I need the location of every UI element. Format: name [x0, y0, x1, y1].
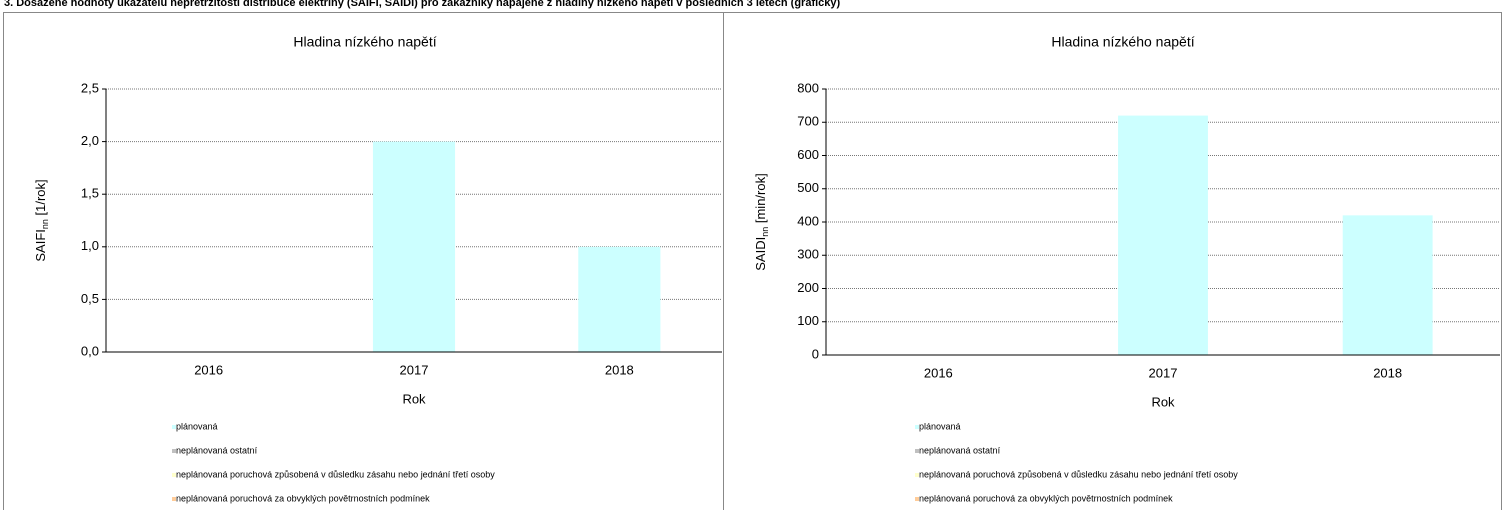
y-axis-label: SAIDInn [min/rok]: [753, 173, 770, 270]
legend-label: plánovaná: [176, 421, 218, 431]
chart-title: Hladina nízkého napětí: [1051, 34, 1194, 50]
legend-label: neplánovaná poruchová způsobená v důsled…: [919, 469, 1238, 479]
y-axis-label-main: SAIFI: [33, 229, 48, 262]
x-axis-label: Rok: [1151, 394, 1175, 409]
legend-label: neplánovaná poruchová způsobená v důsled…: [176, 469, 495, 479]
legend-swatch: [172, 449, 176, 453]
chart-title: Hladina nízkého napětí: [293, 34, 436, 50]
chart-panel: [723, 12, 1502, 510]
legend-swatch: [172, 473, 176, 477]
y-tick-label: 600: [797, 147, 819, 162]
y-tick-label: 300: [797, 247, 819, 262]
legend-label: plánovaná: [919, 421, 961, 431]
bar-segment: [372, 141, 456, 352]
y-tick-label: 1,5: [81, 186, 99, 201]
y-axis-label-unit: [1/rok]: [33, 179, 48, 219]
y-axis-label: SAIFInn [1/rok]: [33, 179, 50, 261]
legend-label: neplánovaná poruchová za obvyklých povět…: [919, 493, 1173, 503]
x-tick-label: 2018: [1373, 365, 1402, 380]
legend-swatch: [172, 497, 176, 501]
y-tick-label: 400: [797, 213, 819, 228]
legend-label: neplánovaná ostatní: [176, 445, 258, 455]
legend-swatch: [915, 473, 919, 477]
y-tick-label: 800: [797, 80, 819, 95]
y-tick-label: 1,0: [81, 238, 99, 253]
legend-swatch: [915, 497, 919, 501]
y-tick-label: 500: [797, 180, 819, 195]
page-header: 3. Dosažené hodnoty ukazatelů nepřetržit…: [4, 0, 841, 9]
y-tick-label: 2,0: [81, 133, 99, 148]
y-tick-label: 200: [797, 280, 819, 295]
legend-swatch: [915, 425, 919, 429]
y-tick-label: 700: [797, 114, 819, 129]
bar-segment: [1118, 115, 1208, 355]
y-axis-label-main: SAIDI: [753, 237, 768, 271]
y-axis-label-sub: nn: [760, 227, 770, 237]
x-tick-label: 2018: [605, 362, 634, 377]
x-tick-label: 2016: [924, 365, 953, 380]
bar-segment: [578, 246, 661, 352]
bar-segment: [1342, 215, 1433, 355]
y-tick-label: 0,0: [81, 343, 99, 358]
legend-swatch: [915, 449, 919, 453]
x-tick-label: 2016: [194, 362, 223, 377]
x-tick-label: 2017: [1149, 365, 1178, 380]
legend-label: neplánovaná ostatní: [919, 445, 1001, 455]
y-tick-label: 2,5: [81, 80, 99, 95]
legend-label: neplánovaná poruchová za obvyklých povět…: [176, 493, 430, 503]
y-axis-label-sub: nn: [40, 219, 50, 229]
x-tick-label: 2017: [400, 362, 429, 377]
legend-swatch: [172, 425, 176, 429]
y-tick-label: 0: [812, 346, 819, 361]
y-tick-label: 100: [797, 313, 819, 328]
x-axis-label: Rok: [402, 391, 426, 406]
y-axis-label-unit: [min/rok]: [753, 173, 768, 226]
y-tick-label: 0,5: [81, 291, 99, 306]
